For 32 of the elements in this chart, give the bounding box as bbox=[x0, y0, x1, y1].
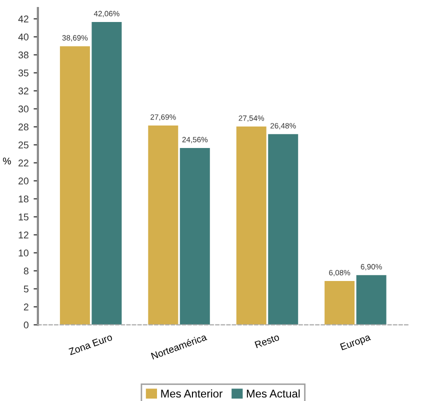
y-tick-label: 35 bbox=[18, 70, 28, 76]
y-tick-label: 32 bbox=[18, 88, 28, 94]
y-tick-label: 40 bbox=[18, 34, 28, 40]
bar bbox=[356, 275, 386, 325]
x-tick-label: Resto bbox=[254, 334, 280, 348]
bar bbox=[148, 125, 178, 325]
legend-label: Mes Anterior bbox=[161, 389, 223, 398]
y-tick-label: 22 bbox=[18, 160, 28, 166]
y-tick-label: 5 bbox=[24, 286, 28, 292]
bar bbox=[236, 126, 266, 325]
y-tick-label: 0 bbox=[24, 322, 28, 328]
y-tick-label: 38 bbox=[18, 52, 28, 58]
y-tick-label: 28 bbox=[18, 124, 28, 130]
bar bbox=[324, 281, 355, 325]
y-tick-label: 12 bbox=[18, 232, 28, 238]
y-axis-title: % bbox=[2, 158, 11, 164]
y-tick-label: 8 bbox=[24, 268, 28, 274]
x-tick-label: Zona Euro bbox=[68, 334, 113, 356]
bar bbox=[268, 134, 298, 325]
x-tick-label: Europa bbox=[340, 333, 372, 352]
bar bbox=[60, 46, 90, 325]
y-tick-label: 15 bbox=[18, 214, 28, 220]
y-tick-label: 25 bbox=[18, 142, 28, 148]
y-tick-label: 10 bbox=[18, 250, 28, 256]
y-tick-label: 30 bbox=[18, 106, 28, 112]
legend-label: Mes Actual bbox=[246, 389, 300, 398]
y-tick-label: 20 bbox=[18, 178, 28, 184]
y-tick-label: 18 bbox=[18, 196, 28, 202]
bar bbox=[92, 22, 122, 325]
y-tick-label: 42 bbox=[18, 16, 28, 22]
bar bbox=[180, 148, 210, 325]
y-tick-label: 2 bbox=[24, 304, 28, 310]
